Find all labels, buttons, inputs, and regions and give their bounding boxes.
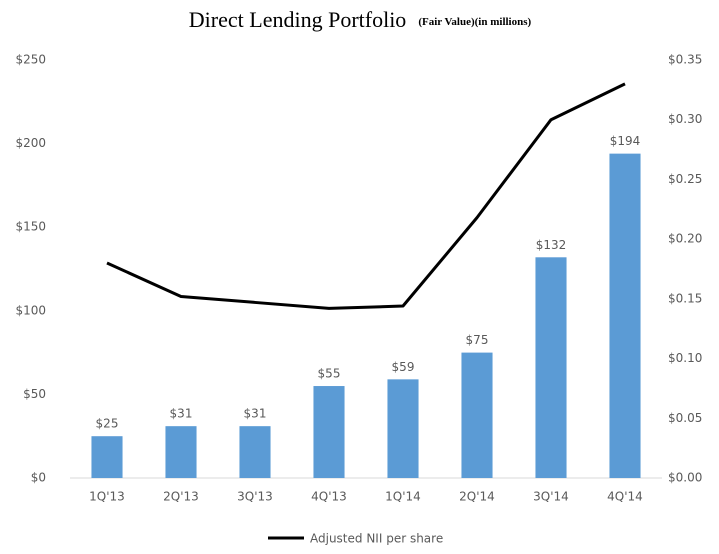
y2-tick-label: $0.05 (668, 411, 702, 425)
bar (91, 436, 123, 478)
y-tick-label: $50 (23, 387, 46, 401)
y-tick-label: $100 (15, 303, 46, 317)
x-tick-label: 4Q'14 (607, 490, 643, 504)
x-tick-label: 1Q'13 (89, 490, 125, 504)
y-tick-label: $0 (31, 471, 46, 485)
data-label: $132 (536, 238, 567, 252)
data-label: $25 (96, 417, 119, 431)
legend-label: Adjusted NII per share (310, 532, 443, 546)
y-tick-label: $200 (15, 136, 46, 150)
y2-tick-label: $0.30 (668, 112, 702, 126)
y2-tick-label: $0.15 (668, 291, 702, 305)
chart-title: Direct Lending Portfolio (Fair Value)(in … (189, 7, 532, 32)
bar (313, 386, 345, 478)
data-label: $75 (466, 333, 489, 347)
data-label: $31 (170, 407, 193, 421)
x-tick-label: 2Q'13 (163, 490, 199, 504)
title: Direct Lending Portfolio (189, 7, 407, 32)
data-label: $55 (318, 367, 341, 381)
line (106, 82, 626, 310)
subtitle: (Fair Value)(in millions) (418, 16, 531, 28)
x-tick-label: 3Q'13 (237, 490, 273, 504)
y2-tick-label: $0.00 (668, 471, 702, 485)
x-tick-label: 2Q'14 (459, 490, 495, 504)
bar (239, 426, 271, 478)
bar (387, 379, 419, 478)
bar (165, 426, 197, 478)
bar (535, 257, 567, 478)
x-tick-label: 4Q'13 (311, 490, 347, 504)
y2-tick-label: $0.35 (668, 53, 702, 67)
x-tick-label: 1Q'14 (385, 490, 421, 504)
data-label: $59 (392, 360, 415, 374)
data-label: $194 (610, 134, 641, 148)
y2-tick-label: $0.10 (668, 351, 702, 365)
y2-tick-label: $0.25 (668, 172, 702, 186)
data-label: $31 (244, 407, 267, 421)
x-tick-label: 3Q'14 (533, 490, 569, 504)
y2-tick-label: $0.20 (668, 232, 702, 246)
bar (461, 352, 493, 478)
y-tick-label: $150 (15, 220, 46, 234)
y-tick-label: $250 (15, 53, 46, 67)
bar (609, 153, 641, 478)
